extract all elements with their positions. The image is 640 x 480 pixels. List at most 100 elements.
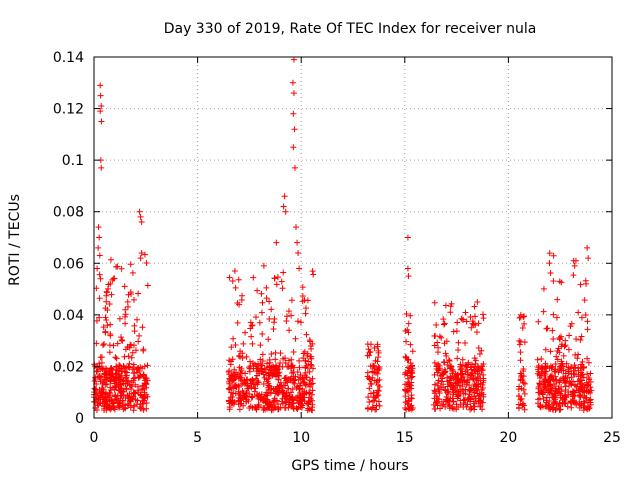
y-tick-label: 0.02 <box>53 359 84 375</box>
data-point <box>447 303 454 310</box>
data-point <box>138 249 145 256</box>
data-point <box>255 404 262 411</box>
data-point <box>103 317 110 324</box>
data-point <box>91 378 98 385</box>
data-point <box>567 363 574 370</box>
data-point <box>364 369 371 376</box>
data-point <box>447 374 454 381</box>
data-point <box>271 319 278 326</box>
data-point <box>554 347 561 354</box>
data-point <box>475 364 482 371</box>
data-point <box>289 400 296 407</box>
data-point <box>408 367 415 374</box>
data-point <box>562 370 569 377</box>
data-point <box>282 398 289 405</box>
data-point <box>455 375 462 382</box>
data-point <box>141 389 148 396</box>
data-point <box>587 370 594 377</box>
data-point <box>467 387 474 394</box>
data-point <box>440 316 447 323</box>
data-point <box>367 390 374 397</box>
data-point <box>294 406 301 413</box>
data-point <box>572 351 579 358</box>
data-point <box>266 402 273 409</box>
data-point <box>535 318 542 325</box>
data-point <box>112 392 119 399</box>
data-point <box>283 390 290 397</box>
y-axis-label: ROTI / TECUs <box>7 194 23 286</box>
data-point <box>370 363 377 370</box>
data-point <box>566 332 573 339</box>
data-point <box>447 309 454 316</box>
data-point <box>300 350 307 357</box>
data-point <box>97 275 104 282</box>
data-point <box>571 382 578 389</box>
data-point <box>408 395 415 402</box>
data-point <box>540 285 547 292</box>
data-point <box>402 327 409 334</box>
data-point <box>129 349 136 356</box>
data-point <box>107 384 114 391</box>
x-tick-label: 15 <box>396 430 414 446</box>
data-point <box>470 321 477 328</box>
data-point <box>246 405 253 412</box>
data-point <box>246 368 253 375</box>
data-point <box>402 354 409 361</box>
data-point <box>102 314 109 321</box>
data-point <box>542 377 549 384</box>
data-point <box>117 393 124 400</box>
data-point <box>309 268 316 275</box>
data-point <box>552 383 559 390</box>
data-point <box>280 382 287 389</box>
data-point <box>282 360 289 367</box>
data-point <box>138 219 145 226</box>
data-point <box>239 381 246 388</box>
data-point <box>134 387 141 394</box>
data-point <box>515 392 522 399</box>
data-point <box>455 339 462 346</box>
data-point <box>141 251 148 258</box>
data-point <box>455 347 462 354</box>
data-point <box>550 336 557 343</box>
data-point <box>457 361 464 368</box>
data-point <box>471 406 478 413</box>
data-point <box>438 371 445 378</box>
data-point <box>465 394 472 401</box>
x-tick-label: 5 <box>193 430 202 446</box>
data-point <box>375 398 382 405</box>
data-point <box>305 358 312 365</box>
data-point <box>271 395 278 402</box>
data-point <box>474 298 481 305</box>
data-point <box>106 371 113 378</box>
data-point <box>569 393 576 400</box>
data-point <box>449 395 456 402</box>
data-point <box>108 291 115 298</box>
data-point <box>103 298 110 305</box>
data-point <box>256 319 263 326</box>
data-point <box>310 271 317 278</box>
data-point <box>293 384 300 391</box>
data-point <box>277 359 284 366</box>
data-point <box>226 386 233 393</box>
data-point <box>266 359 273 366</box>
data-point <box>245 398 252 405</box>
data-point <box>583 394 590 401</box>
data-point <box>128 354 135 361</box>
data-point <box>299 284 306 291</box>
data-point <box>550 406 557 413</box>
data-point <box>123 369 130 376</box>
data-point <box>105 281 112 288</box>
data-point <box>242 329 249 336</box>
data-point <box>250 381 257 388</box>
data-point <box>229 278 236 285</box>
data-point <box>292 335 299 342</box>
data-point <box>578 377 585 384</box>
data-point <box>467 314 474 321</box>
data-point <box>296 265 303 272</box>
data-point <box>575 367 582 374</box>
data-point <box>431 299 438 306</box>
data-point <box>371 377 378 384</box>
data-point <box>225 369 232 376</box>
data-point <box>280 355 287 362</box>
